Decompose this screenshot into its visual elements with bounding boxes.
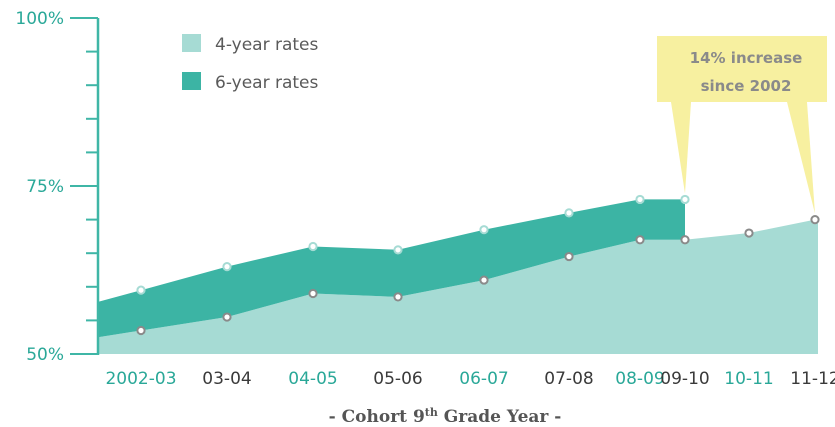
marker-6-year-2002-03 xyxy=(136,285,146,295)
callout-tail-1 xyxy=(671,102,691,194)
marker-4-year-05-06 xyxy=(393,292,403,302)
marker-6-year-07-08 xyxy=(564,208,574,218)
legend: 4-year rates 6-year rates xyxy=(182,34,319,93)
marker-4-year-04-05 xyxy=(308,288,318,299)
legend-swatch-6-year xyxy=(182,72,201,90)
chart-areas xyxy=(98,199,818,354)
x-tick-label-11-12: 11-12 xyxy=(790,369,835,389)
y-tick-label: 100% xyxy=(15,9,64,29)
data-markers xyxy=(136,194,820,336)
x-tick-label-04-05: 04-05 xyxy=(288,369,337,389)
annotation-callout: 14% increase since 2002 xyxy=(657,36,827,214)
marker-6-year-04-05 xyxy=(308,241,318,252)
callout-text-line-2: since 2002 xyxy=(701,77,792,95)
x-tick-labels: 2002-03 03-04 04-05 05-06 06-07 07-08 08-0909-… xyxy=(105,369,835,389)
marker-6-year-06-07 xyxy=(479,225,489,235)
marker-4-year-03-04 xyxy=(222,312,232,322)
marker-4-year-09-10 xyxy=(680,235,690,245)
area-4-year-rates xyxy=(98,219,818,354)
x-tick-label-05-06: 05-06 xyxy=(373,369,422,389)
x-axis-title-sup: th xyxy=(425,406,438,419)
y-tick-label: 75% xyxy=(26,177,64,197)
marker-4-year-2002-03 xyxy=(136,325,146,336)
x-axis-title-suffix: Grade Year - xyxy=(438,407,561,427)
marker-6-year-03-04 xyxy=(222,262,232,272)
marker-6-year-08-09 xyxy=(635,194,645,205)
legend-label-6-year: 6-year rates xyxy=(215,73,319,93)
y-axis: 100% 75% 50% xyxy=(15,9,100,365)
x-tick-label-10-11: 10-11 xyxy=(724,369,773,389)
x-axis-title-prefix: - Cohort 9 xyxy=(329,407,425,427)
marker-4-year-06-07 xyxy=(479,275,489,285)
legend-swatch-4-year xyxy=(182,34,201,52)
x-tick-label-2002-03: 2002-03 xyxy=(105,369,176,389)
x-tick-label-09-10: 09-10 xyxy=(660,369,709,389)
marker-4-year-07-08 xyxy=(564,251,574,262)
callout-box xyxy=(657,36,827,102)
marker-4-year-08-09 xyxy=(635,235,645,245)
legend-label-4-year: 4-year rates xyxy=(215,35,319,55)
marker-6-year-09-10 xyxy=(680,194,690,205)
x-tick-label-08-09: 08-09 xyxy=(615,369,664,389)
marker-4-year-11-12 xyxy=(810,215,820,225)
marker-4-year-10-11 xyxy=(744,228,754,238)
callout-text-line-1: 14% increase xyxy=(690,49,803,67)
x-tick-label-07-08: 07-08 xyxy=(544,369,593,389)
marker-6-year-05-06 xyxy=(393,245,403,255)
callout-tail-2 xyxy=(787,102,815,214)
x-tick-label-03-04: 03-04 xyxy=(202,369,251,389)
area-6-year-rates xyxy=(98,199,685,338)
y-tick-label: 50% xyxy=(26,345,64,365)
x-tick-label-06-07: 06-07 xyxy=(459,369,508,389)
x-axis-title: - Cohort 9th Grade Year - xyxy=(329,406,562,427)
